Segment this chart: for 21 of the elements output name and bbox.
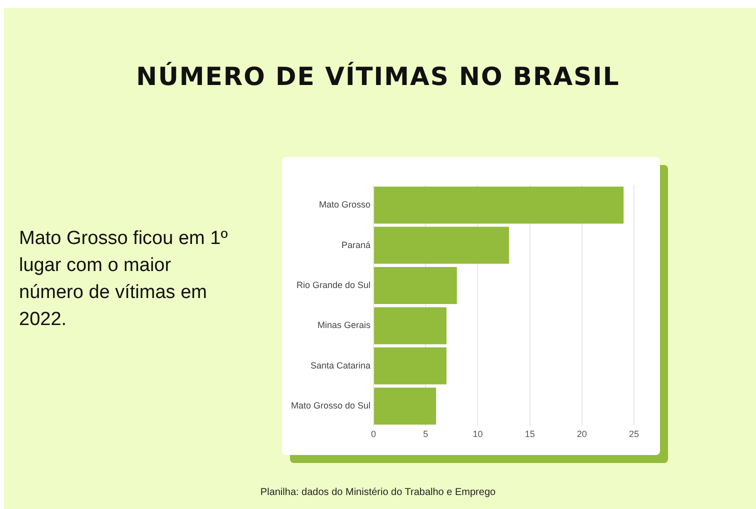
text: Mato Grosso ficou em 1º lugar com o maior número de vítimas em 2022. bbox=[19, 227, 229, 332]
y-tick-label: Santa Catarina bbox=[310, 360, 371, 370]
x-tick-label: 15 bbox=[524, 429, 535, 440]
x-tick-label: 10 bbox=[472, 429, 483, 440]
x-tick-label: 20 bbox=[576, 429, 587, 440]
x-tick-label: 25 bbox=[628, 429, 640, 440]
x-tick-label: 5 bbox=[423, 429, 428, 440]
bar bbox=[374, 226, 509, 264]
bar bbox=[374, 267, 457, 304]
bar bbox=[374, 347, 446, 384]
x-tick-label: 0 bbox=[371, 429, 376, 440]
text: Planilha: dados do Ministério do Trabalho e Emprego bbox=[259, 487, 497, 498]
bar bbox=[374, 307, 446, 344]
bar bbox=[374, 388, 436, 425]
bar bbox=[374, 186, 624, 224]
y-tick-label: Mato Grosso do Sul bbox=[290, 400, 371, 411]
y-tick-label: Rio Grande do Sul bbox=[296, 280, 371, 290]
y-tick-label: Minas Gerais bbox=[318, 320, 372, 330]
chart-title: NÚMERO DE VÍTIMAS NO BRASIL bbox=[135, 62, 621, 91]
y-tick-label: Paraná bbox=[342, 240, 371, 250]
y-tick-label: Mato Grosso bbox=[319, 200, 371, 210]
